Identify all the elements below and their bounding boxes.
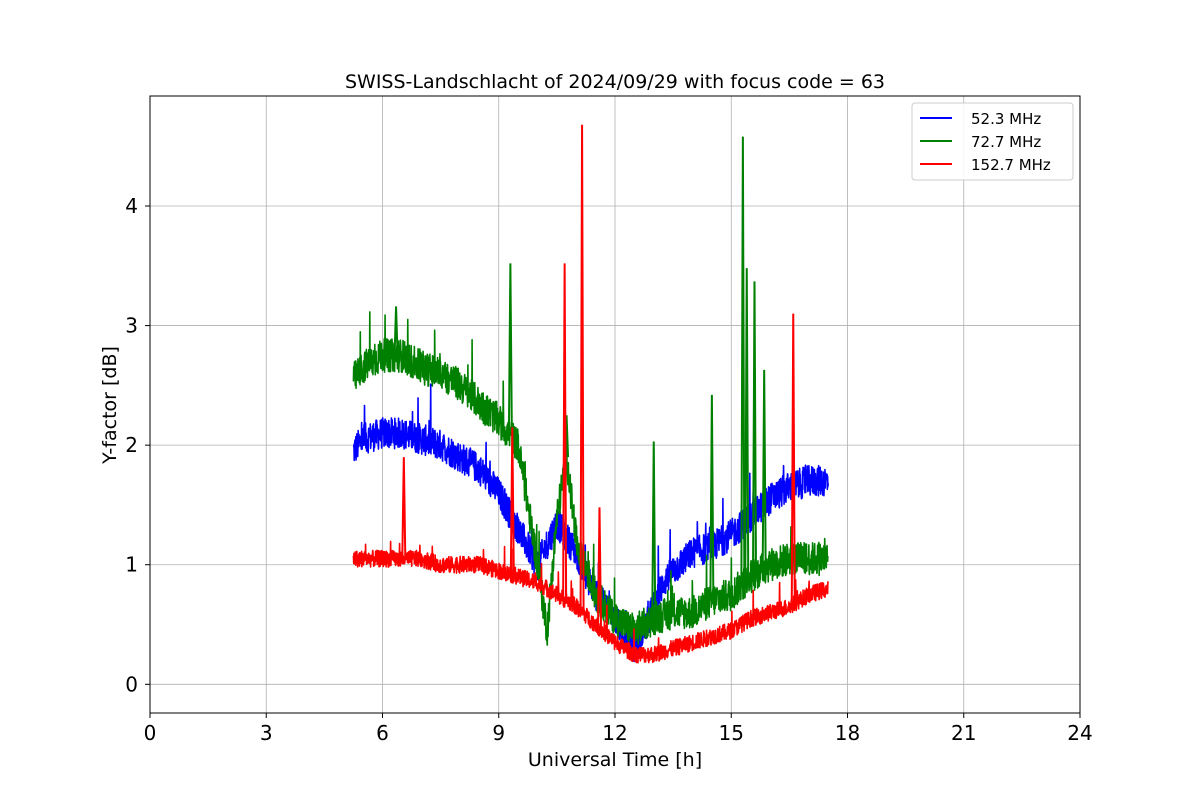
- y-tick-label: 0: [125, 672, 138, 696]
- x-tick-label: 12: [602, 721, 627, 745]
- x-axis-label: Universal Time [h]: [528, 749, 702, 771]
- legend-label-2: 72.7 MHz: [971, 133, 1041, 151]
- x-tick-label: 21: [951, 721, 976, 745]
- series-spike: [752, 281, 757, 575]
- y-tick-label: 4: [125, 194, 138, 218]
- series-spike: [790, 313, 796, 605]
- y-tick-label: 3: [125, 314, 138, 338]
- grid: [149, 96, 1081, 713]
- x-tick-label: 3: [260, 721, 273, 745]
- chart-title: SWISS-Landschlacht of 2024/09/29 with fo…: [345, 71, 885, 93]
- y-axis-label: Y-factor [dB]: [99, 346, 121, 465]
- series-spike: [579, 124, 585, 612]
- series-spike: [393, 306, 399, 356]
- legend-label-1: 52.3 MHz: [971, 110, 1041, 128]
- x-tick-label: 9: [492, 721, 505, 745]
- series-spike: [562, 263, 568, 600]
- series-spike: [401, 457, 407, 559]
- x-tick-label: 6: [376, 721, 389, 745]
- x-tick-label: 15: [719, 721, 744, 745]
- series-spike: [709, 394, 715, 601]
- series-spike: [761, 369, 767, 569]
- legend: 52.3 MHz 72.7 MHz 152.7 MHz: [911, 102, 1074, 181]
- series-group: [352, 124, 829, 664]
- series-spike: [744, 268, 750, 581]
- x-tick-label: 0: [144, 721, 157, 745]
- series-spike: [507, 263, 513, 436]
- legend-label-3: 152.7 MHz: [971, 156, 1051, 174]
- x-tick-label: 18: [835, 721, 860, 745]
- series-spike: [740, 136, 746, 584]
- x-tick-label: 24: [1067, 721, 1092, 745]
- series-line-2: [352, 311, 829, 646]
- series-spike: [651, 441, 657, 619]
- y-tick-label: 1: [125, 553, 138, 577]
- series-line-3: [352, 540, 829, 664]
- series-spike: [597, 507, 602, 629]
- series-spike: [509, 427, 515, 575]
- y-tick-label: 2: [125, 433, 138, 457]
- legend-box: [911, 102, 1074, 181]
